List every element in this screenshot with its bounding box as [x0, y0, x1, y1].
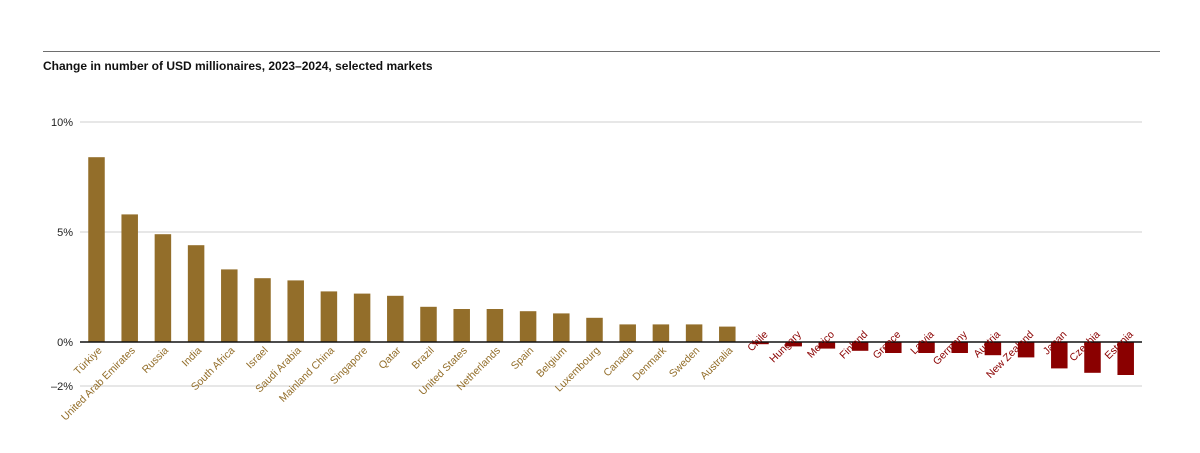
bar — [1117, 342, 1134, 375]
bar — [818, 342, 836, 349]
bar — [221, 269, 238, 342]
category-label: India — [180, 345, 205, 370]
category-label: Israel — [244, 345, 271, 372]
y-tick-label: –2% — [51, 381, 73, 393]
bars — [88, 157, 1134, 375]
bar — [619, 324, 636, 342]
bar — [685, 324, 703, 342]
bar — [353, 293, 371, 342]
category-label: Türkiye — [72, 345, 105, 378]
bar — [951, 342, 968, 353]
bar — [88, 157, 105, 342]
category-label: Hungary — [767, 328, 804, 365]
y-tick-label: 5% — [57, 227, 73, 239]
bar — [187, 245, 205, 342]
category-label: Brazil — [410, 345, 437, 372]
chart-title: Change in number of USD millionaires, 20… — [43, 59, 433, 73]
bar — [453, 309, 470, 342]
category-label: Sweden — [667, 345, 702, 380]
y-axis-ticks: 10% 5% 0% –2% — [51, 117, 73, 393]
category-label: Qatar — [376, 344, 403, 371]
bar — [586, 317, 603, 342]
bar — [1084, 342, 1101, 373]
bar — [486, 309, 504, 342]
bar — [154, 234, 172, 342]
bar — [652, 324, 670, 342]
bar — [1017, 342, 1035, 358]
bar — [420, 306, 437, 342]
category-label: Russia — [140, 345, 171, 376]
category-label: Australia — [698, 345, 735, 382]
y-tick-label: 0% — [57, 337, 73, 349]
category-label: Spain — [509, 345, 537, 373]
bar — [984, 342, 1002, 356]
bar — [851, 342, 869, 351]
bar — [320, 291, 338, 342]
bar — [785, 342, 802, 347]
bar — [918, 342, 935, 353]
bar — [1051, 342, 1068, 369]
bar — [752, 342, 769, 345]
bar — [254, 278, 271, 342]
bar — [553, 313, 570, 342]
bar — [719, 326, 736, 342]
bar — [121, 214, 138, 342]
bar — [287, 280, 304, 342]
bar — [519, 311, 537, 342]
gridlines — [80, 121, 1142, 387]
category-label: Denmark — [630, 344, 669, 383]
top-rule — [43, 51, 1160, 52]
bar — [387, 295, 404, 342]
bar — [885, 342, 902, 353]
y-tick-label: 10% — [51, 117, 73, 129]
